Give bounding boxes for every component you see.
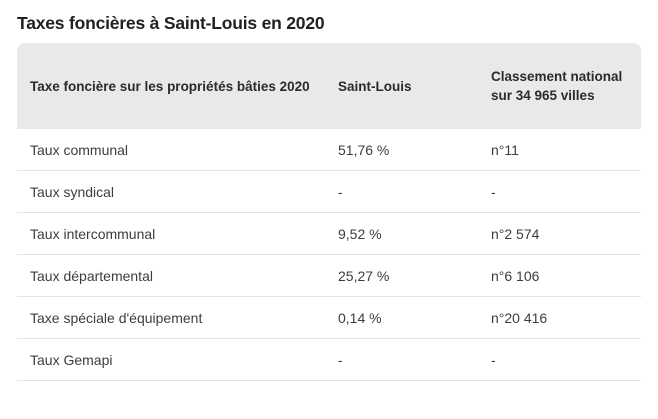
rate-value: 0,14 % <box>338 309 382 326</box>
row-label: Taux Gemapi <box>30 351 113 368</box>
row-label: Taux départemental <box>30 267 153 284</box>
table-row: Taux départemental 25,27 % n°6 106 <box>17 255 641 297</box>
page-title: Taxes foncières à Saint-Louis en 2020 <box>17 13 325 33</box>
rate-value: - <box>338 351 343 368</box>
table-header: Taxe foncière sur les propriétés bâties … <box>17 43 641 129</box>
table-row: Taux syndical - - <box>17 171 641 213</box>
rank-value: n°2 574 <box>491 225 540 242</box>
property-tax-table: Taxe foncière sur les propriétés bâties … <box>17 43 641 381</box>
page: Taxes foncières à Saint-Louis en 2020 Ta… <box>0 13 658 381</box>
table-row: Taux Gemapi - - <box>17 339 641 381</box>
rank-value: n°20 416 <box>491 309 548 326</box>
rank-value: - <box>491 183 496 200</box>
table-row: Taux communal 51,76 % n°11 <box>17 129 641 171</box>
header-cell-city: Saint-Louis <box>338 78 412 94</box>
rate-value: 25,27 % <box>338 267 390 284</box>
row-label: Taux intercommunal <box>30 225 156 242</box>
rank-value: n°11 <box>491 141 519 158</box>
rate-value: - <box>338 183 343 200</box>
rank-value: n°6 106 <box>491 267 540 284</box>
row-label: Taux syndical <box>30 183 115 200</box>
header-cell-tax-type: Taxe foncière sur les propriétés bâties … <box>30 78 310 94</box>
row-label: Taux communal <box>30 141 129 158</box>
rank-value: - <box>491 351 496 368</box>
header-cell-national-ranking: Classement national sur 34 965 villes <box>491 69 623 103</box>
table-row: Taxe spéciale d'équipement 0,14 % n°20 4… <box>17 297 641 339</box>
table-row: Taux intercommunal 9,52 % n°2 574 <box>17 213 641 255</box>
rate-value: 51,76 % <box>338 141 390 158</box>
rate-value: 9,52 % <box>338 225 382 242</box>
row-label: Taxe spéciale d'équipement <box>30 309 203 326</box>
